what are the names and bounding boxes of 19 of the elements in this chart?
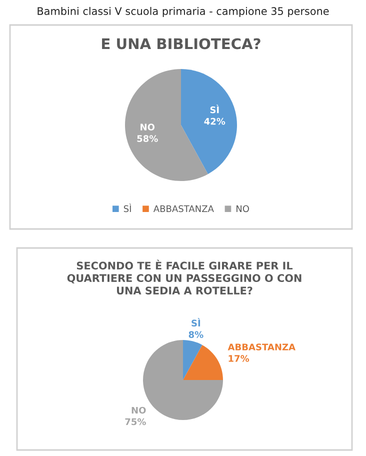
pie-slice [183, 340, 202, 380]
slice-label: SÌ [210, 104, 219, 114]
legend-label: NO [236, 205, 249, 212]
chart-title: SECONDO TE È FACILE GIRARE PER IL QUARTIERE CON UN PASSEGGINO O CON UNA SEDIA A ROTELLE? [67, 260, 302, 294]
data-label: 58% [137, 135, 158, 142]
data-label: 75% [125, 418, 146, 426]
pie-slice [183, 344, 223, 380]
text: Bambini classi V scuola primaria - campione 35 persone [38, 6, 329, 18]
slice-label: SÌ [192, 318, 200, 327]
slice-label: ABBASTANZA [228, 344, 296, 350]
data-label: 8% [188, 331, 204, 338]
chart-title: E UNA BIBLIOTECA? [102, 38, 260, 50]
pie-slice [181, 69, 237, 174]
data-label: 17% [228, 355, 250, 362]
legend-label: SÌ [124, 204, 132, 212]
data-label: 42% [204, 118, 226, 125]
legend-label: ABBASTANZA [153, 205, 214, 212]
slice-label: NO [140, 124, 155, 131]
slice-label: NO [132, 406, 146, 414]
